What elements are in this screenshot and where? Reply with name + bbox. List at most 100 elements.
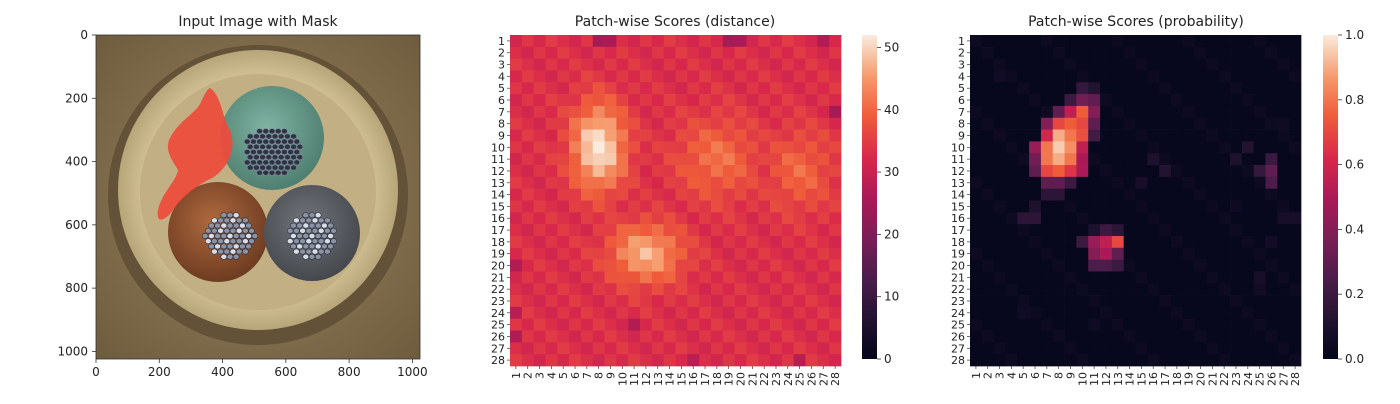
copper-strand	[242, 227, 249, 234]
probability-cell	[1005, 70, 1018, 83]
probability-cell	[1052, 295, 1065, 308]
distance-cell	[604, 342, 617, 355]
distance-cell	[604, 212, 617, 225]
distance-row-label: 21	[491, 271, 505, 284]
probability-cell	[1100, 259, 1113, 272]
probability-cell	[1052, 176, 1065, 190]
distance-cell	[628, 318, 641, 331]
distance-cell	[569, 283, 582, 296]
probability-cell	[981, 70, 994, 83]
distance-cell	[604, 117, 617, 130]
distance-cell	[557, 354, 570, 367]
distance-cell	[545, 153, 558, 166]
probability-cell	[1170, 295, 1184, 308]
distance-cell	[770, 117, 783, 130]
distance-cell	[545, 141, 558, 154]
probability-row-label: 2	[958, 47, 965, 60]
probability-cell	[981, 165, 994, 178]
probability-cell	[1005, 35, 1018, 48]
probability-cell	[1265, 224, 1278, 237]
distance-cell	[521, 129, 534, 142]
probability-cell	[1289, 235, 1302, 249]
copper-strand	[281, 169, 288, 176]
probability-cell	[1005, 318, 1018, 331]
distance-cell	[746, 271, 759, 284]
distance-cell	[710, 35, 724, 48]
distance-cell	[699, 283, 712, 296]
probability-cell	[1206, 200, 1219, 213]
distance-cell	[758, 129, 771, 142]
probability-cell	[1111, 224, 1125, 237]
probability-cell	[1265, 141, 1278, 154]
distance-cell	[710, 235, 724, 249]
probability-cell	[1135, 224, 1148, 237]
distance-cell	[521, 117, 534, 130]
distance-cell	[746, 82, 759, 95]
probability-cell	[1040, 306, 1054, 320]
distance-cell	[675, 141, 688, 154]
probability-cell	[1277, 306, 1290, 320]
probability-cell	[1005, 330, 1018, 343]
distance-cell	[699, 247, 712, 260]
probability-cell	[1159, 271, 1172, 284]
copper-strand	[226, 212, 234, 219]
probability-cell	[1040, 212, 1054, 225]
distance-cell	[805, 200, 818, 213]
distance-cell	[722, 212, 735, 225]
distance-cell	[793, 259, 806, 272]
distance-cell	[663, 235, 676, 249]
probability-cell	[1277, 295, 1290, 308]
distance-cell	[628, 283, 641, 296]
distance-cell	[699, 129, 712, 142]
probability-cell	[1064, 117, 1077, 130]
distance-col-label: 20	[735, 372, 748, 386]
probability-cell	[1100, 342, 1113, 355]
copper-strand	[245, 243, 252, 250]
probability-cell	[1277, 105, 1290, 119]
distance-cell	[580, 235, 594, 249]
probability-cell	[1147, 129, 1160, 142]
probability-cell	[970, 295, 983, 308]
distance-cell	[557, 247, 570, 260]
copper-strand	[274, 128, 282, 135]
copper-strand	[262, 128, 270, 135]
distance-cell	[687, 271, 700, 284]
distance-cell	[781, 117, 795, 130]
distance-cell	[640, 46, 653, 59]
copper-strand	[256, 138, 263, 145]
distance-cell	[533, 295, 546, 308]
distance-cell	[557, 295, 570, 308]
distance-cell	[722, 318, 735, 331]
distance-cell	[699, 330, 712, 343]
probability-cell	[1159, 247, 1172, 260]
distance-cell	[651, 35, 665, 48]
distance-cell	[770, 212, 783, 225]
probability-cell	[1040, 200, 1054, 213]
distance-cell	[521, 247, 534, 260]
probability-cell	[1100, 58, 1113, 71]
copper-strand	[268, 138, 276, 145]
distance-cell	[722, 165, 735, 178]
distance-cell	[734, 188, 747, 201]
probability-cell	[1289, 188, 1302, 201]
probability-cell	[993, 354, 1006, 367]
distance-cell	[569, 200, 582, 213]
distance-cell	[557, 259, 570, 272]
distance-cell	[781, 318, 795, 331]
distance-cell	[604, 188, 617, 201]
probability-cell	[1253, 235, 1266, 249]
copper-strand	[286, 227, 294, 234]
copper-strand	[271, 143, 279, 150]
distance-cell	[722, 342, 735, 355]
probability-cell	[1194, 70, 1207, 83]
distance-cell	[569, 82, 582, 95]
probability-cell	[1265, 176, 1278, 190]
copper-strand	[296, 243, 303, 250]
probability-cell	[981, 235, 994, 249]
distance-cell	[675, 330, 688, 343]
probability-cell	[1005, 129, 1018, 142]
distance-cell	[604, 129, 617, 142]
probability-cell	[1147, 188, 1160, 201]
probability-cell	[1277, 200, 1290, 213]
probability-cell	[1005, 117, 1018, 130]
